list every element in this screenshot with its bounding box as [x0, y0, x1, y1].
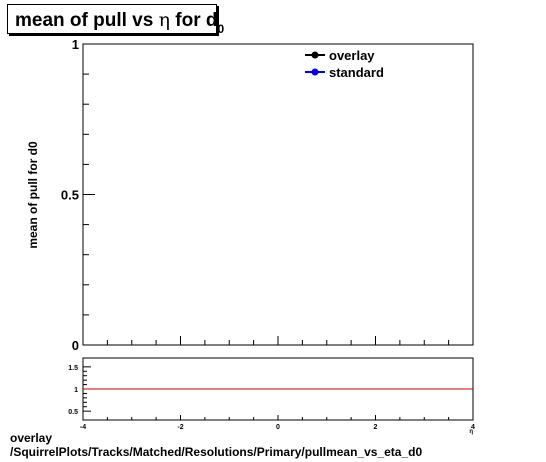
title-middle: for d — [169, 10, 218, 31]
main-y-tick-label: 1 — [72, 37, 79, 52]
ratio-y-tick-label: 0.5 — [68, 409, 78, 416]
title-subscript: 0 — [217, 22, 225, 36]
title-prefix: mean of pull vs — [15, 10, 159, 31]
chart-title: mean of pull vs η for d0 — [7, 4, 224, 36]
ratio-y-tick-label: 1.5 — [68, 365, 78, 372]
ratio-x-tick-label: -4 — [80, 424, 86, 431]
footer-line-1: overlay — [10, 431, 53, 445]
legend: overlay standard — [305, 48, 384, 80]
main-y-tick-label: 0 — [72, 338, 79, 353]
footer: overlay /SquirrelPlots/Tracks/Matched/Re… — [10, 431, 422, 459]
ratio-x-tick-label: 2 — [374, 424, 378, 431]
ratio-x-tick-label: -2 — [177, 424, 183, 431]
ratio-x-tick-label: 0 — [276, 424, 280, 431]
legend-label-overlay: overlay — [329, 48, 375, 63]
ratio-x-axis-label: η — [469, 429, 473, 435]
main-y-tick-label: 0.5 — [61, 188, 79, 203]
ratio-x-tick-label: 4 — [471, 424, 475, 431]
legend-marker-overlay — [311, 51, 319, 59]
footer-path: /SquirrelPlots/Tracks/Matched/Resolution… — [10, 445, 423, 459]
main-y-axis-label: mean of pull for d0 — [26, 141, 40, 249]
main-axis-ticks: 00.51 — [61, 37, 474, 353]
legend-label-standard: standard — [329, 65, 384, 80]
main-plot-frame — [82, 43, 474, 346]
ratio-axis-ticks: 0.5 1 1.5 -4 -2 0 2 4 — [68, 365, 475, 431]
ratio-y-tick-label: 1 — [74, 387, 78, 394]
title-eta-symbol: η — [158, 9, 170, 31]
legend-marker-standard — [311, 68, 319, 76]
